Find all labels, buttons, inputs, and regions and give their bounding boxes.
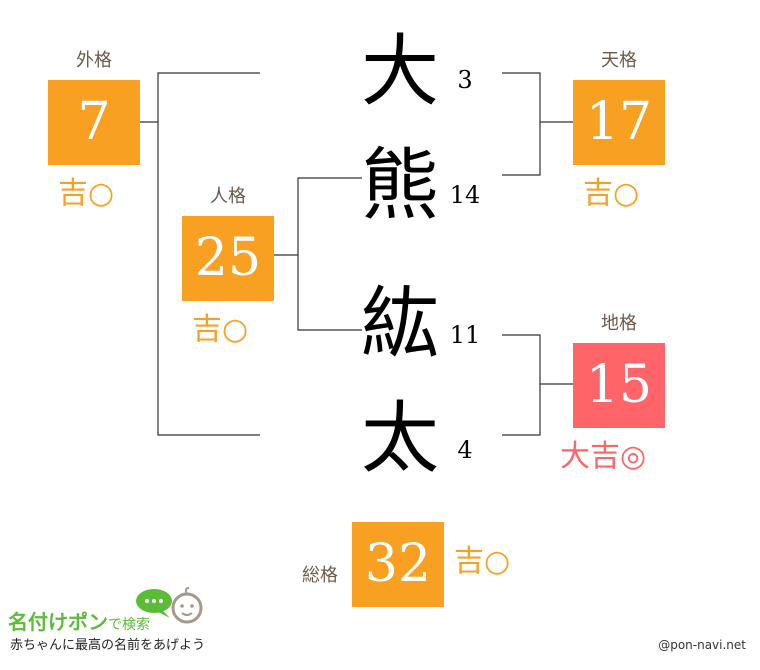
soukaku-fortune: 吉○ [454,544,511,579]
logo-tagline: 赤ちゃんに最高の名前をあげよう [10,638,206,653]
jinkaku-bracket [297,177,362,331]
name-char-3: 紘 [360,279,439,369]
chikaku-label: 地格 [601,313,637,334]
logo: 名付けポンで検索 [8,606,150,635]
chikaku-bracket [502,334,541,436]
logo-title: 名付けポン [8,610,108,634]
gaikaku-fortune: 吉○ [58,176,115,211]
name-char-1: 大 [360,27,439,117]
name-char-4: 太 [360,394,439,484]
logo-suffix: で検索 [108,617,150,633]
soukaku-label: 総格 [302,565,338,586]
chikaku-fortune: 大吉◎ [560,439,647,474]
soukaku-value: 32 [352,522,444,607]
logo-chat-baby-icon [136,587,203,624]
stroke-count-1: 3 [457,66,473,94]
gaikaku-value: 7 [48,80,140,165]
tenkaku-label: 天格 [601,50,637,71]
chikaku-value: 15 [573,343,665,428]
tenkaku-value: 17 [573,80,665,165]
jinkaku-label: 人格 [210,186,246,207]
copyright: @pon-navi.net [658,638,746,652]
name-char-2: 熊 [360,141,439,231]
tenkaku-fortune: 吉○ [583,176,640,211]
jinkaku-fortune: 吉○ [192,312,249,347]
stroke-count-3: 11 [449,321,481,349]
gaikaku-label: 外格 [76,50,112,71]
stroke-count-2: 14 [449,181,481,209]
tenkaku-bracket [502,72,541,176]
outer-bracket [157,72,260,436]
stroke-count-4: 4 [457,436,473,464]
jinkaku-value: 25 [182,216,274,301]
